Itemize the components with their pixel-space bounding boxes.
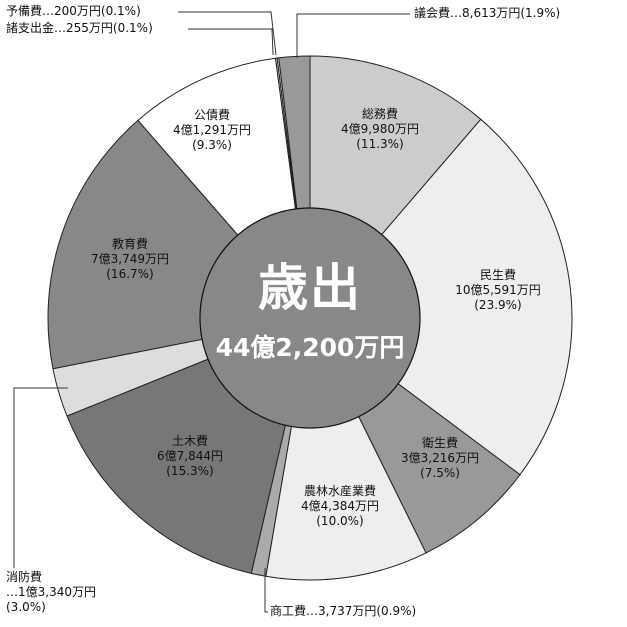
external-label-shoko: 商工費…3,737万円(0.9%) <box>270 604 417 618</box>
slice-percent: (11.3%) <box>356 137 404 151</box>
slice-amount: 4億4,384万円 <box>301 499 379 513</box>
slice-amount: 4億1,291万円 <box>173 123 251 137</box>
slice-percent: (7.5%) <box>420 466 460 480</box>
shobo-percent: (3.0%) <box>6 600 46 614</box>
slice-percent: (10.0%) <box>316 514 364 528</box>
center-circle <box>199 207 421 429</box>
slice-label-kosai: 公債費 4億1,291万円 (9.3%) <box>173 108 251 153</box>
slice-label-eisei: 衛生費 3億3,216万円 (7.5%) <box>401 436 479 481</box>
slice-name: 土木費 <box>171 434 208 448</box>
leader-line-gikai <box>296 13 410 58</box>
slice-name: 民生費 <box>479 268 516 282</box>
slice-label-doboku: 土木費 6億7,844円 (15.3%) <box>157 434 223 479</box>
slice-percent: (9.3%) <box>192 138 232 152</box>
slice-label-norin: 農林水産業費 4億4,384万円 (10.0%) <box>301 484 379 529</box>
slice-percent: (16.7%) <box>106 267 154 281</box>
slice-name: 衛生費 <box>421 436 458 450</box>
slice-amount: 7億3,749万円 <box>91 252 169 266</box>
slice-amount: 3億3,216万円 <box>401 451 479 465</box>
shobo-amount: …1億3,340万円 <box>6 585 96 599</box>
slice-name: 総務費 <box>361 107 398 121</box>
leader-line-shoko <box>264 568 268 613</box>
slice-name: 公債費 <box>193 108 230 122</box>
center-total: 44億2,200万円 <box>215 333 405 362</box>
slice-amount: 10億5,591万円 <box>455 283 541 297</box>
shobo-name: 消防費 <box>6 570 43 584</box>
slice-label-somu: 総務費 4億9,980万円 (11.3%) <box>341 107 419 152</box>
slice-label-minsei: 民生費 10億5,591万円 (23.9%) <box>455 268 541 313</box>
slice-name: 農林水産業費 <box>303 484 376 498</box>
leader-line-shobo <box>13 387 68 568</box>
leader-line-yobi <box>178 11 277 56</box>
external-label-yobi: 予備費…200万円(0.1%) <box>6 4 141 18</box>
slice-label-kyoiku: 教育費 7億3,749万円 (16.7%) <box>91 237 169 282</box>
external-label-gikai: 議会費…8,613万円(1.9%) <box>414 6 561 20</box>
external-label-shoshishutsu: 諸支出金…255万円(0.1%) <box>6 21 153 35</box>
slice-amount: 4億9,980万円 <box>341 122 419 136</box>
external-label-shobo: 消防費 …1億3,340万円 (3.0%) <box>6 570 96 615</box>
slice-name: 教育費 <box>111 237 148 251</box>
slice-percent: (23.9%) <box>474 298 522 312</box>
slice-percent: (15.3%) <box>166 464 214 478</box>
slice-1 <box>309 118 573 476</box>
leader-line-shoshishutsu <box>188 28 274 56</box>
center-title: 歳出 <box>258 259 362 317</box>
slice-amount: 6億7,844円 <box>157 449 223 463</box>
